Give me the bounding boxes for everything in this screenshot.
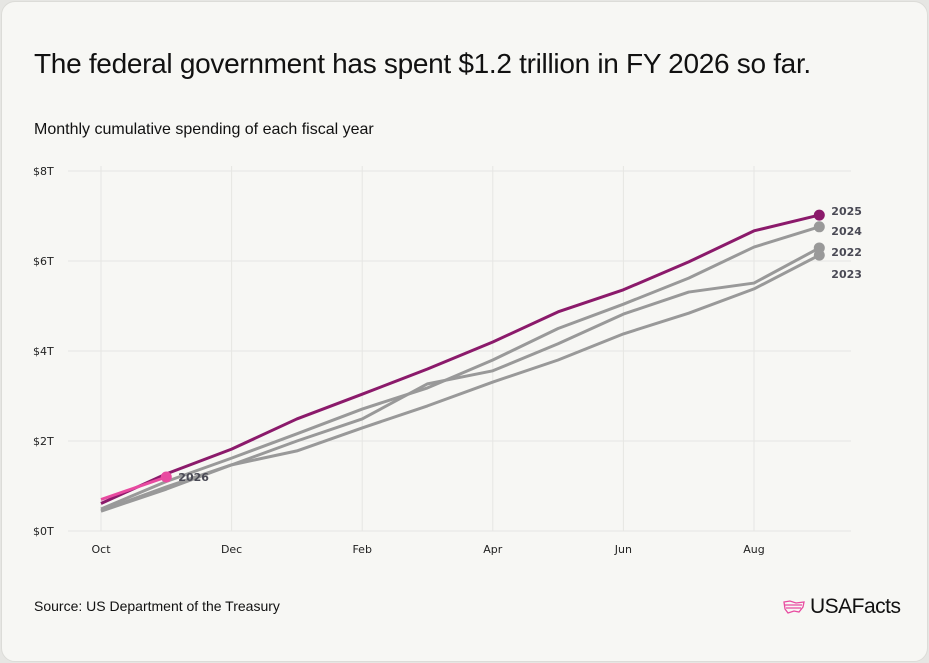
y-tick-label: $8T: [33, 165, 54, 178]
chart-subtitle: Monthly cumulative spending of each fisc…: [34, 121, 374, 138]
x-tick-label: Feb: [352, 543, 371, 556]
source-note: Source: US Department of the Treasury: [34, 598, 280, 614]
x-tick-label: Aug: [743, 543, 764, 556]
line-chart: $0T $2T $4T $6T $8T Oct Dec Feb Apr Jun Aug 2022 202…: [33, 165, 862, 556]
chart-title: The federal government has spent $1.2 tr…: [34, 48, 811, 79]
x-tick-label: Jun: [614, 543, 632, 556]
y-tick-label: $0T: [33, 525, 54, 538]
x-tick-label: Oct: [91, 543, 111, 556]
logo-text: USAFacts: [810, 595, 901, 618]
y-tick-label: $6T: [33, 255, 54, 268]
y-tick-label: $4T: [33, 345, 54, 358]
us-map-icon: [783, 600, 805, 614]
series-line-2025: [100, 213, 820, 505]
series-end-marker-2026: [160, 471, 172, 483]
series-label-2026: 2026: [178, 471, 209, 484]
x-tick-label: Apr: [483, 543, 503, 556]
usafacts-logo: USAFacts: [782, 595, 901, 619]
y-tick-label: $2T: [33, 435, 54, 448]
series-line-2023: [100, 253, 820, 513]
series-label-2022: 2022: [831, 246, 862, 259]
x-tick-label: Dec: [221, 543, 242, 556]
series-label-2024: 2024: [831, 225, 862, 238]
series-line-2026: [100, 475, 167, 501]
series-end-marker-2024: [813, 221, 825, 233]
series-end-marker-2023: [813, 249, 825, 261]
series-line-2024: [100, 225, 820, 511]
series-label-2025: 2025: [831, 205, 862, 218]
series-label-2023: 2023: [831, 268, 862, 281]
series-end-marker-2025: [813, 209, 825, 221]
